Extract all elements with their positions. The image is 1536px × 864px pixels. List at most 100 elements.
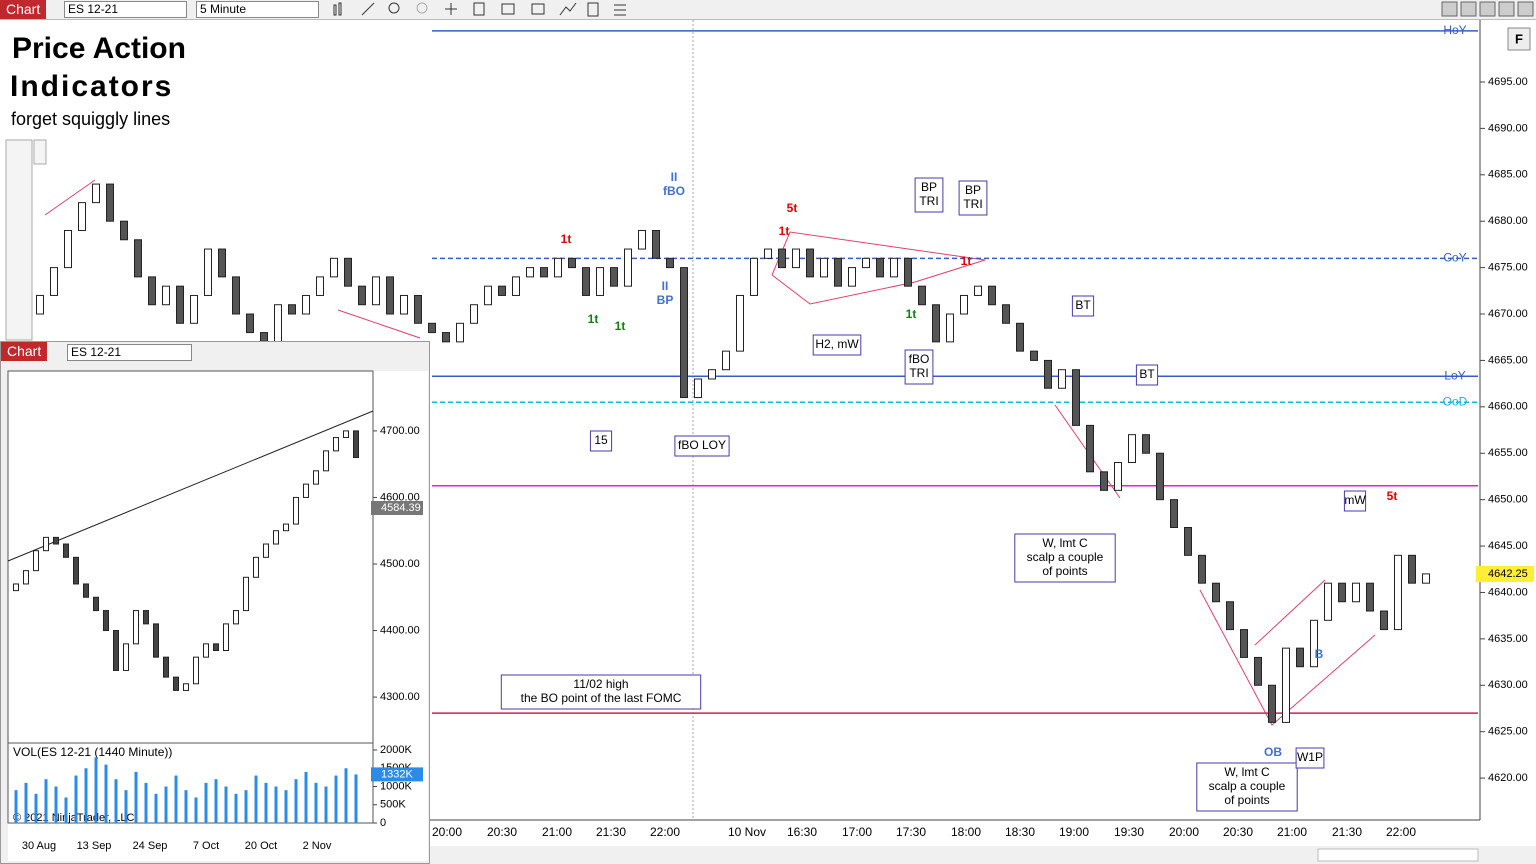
instrument-select[interactable]: ES 12-21: [67, 344, 192, 361]
annotation: B: [1315, 647, 1324, 661]
x-tick-label: 20:00: [432, 825, 462, 839]
candle: [1002, 304, 1010, 324]
candle: [610, 267, 618, 287]
x-tick-label: 7 Oct: [193, 840, 219, 852]
candle: [806, 248, 814, 278]
x-tick-label: 30 Aug: [22, 840, 56, 852]
window-buttons[interactable]: [1440, 1, 1536, 18]
annotation: 11/02 high: [573, 677, 628, 691]
candle: [1128, 434, 1136, 464]
candle: [932, 304, 940, 343]
title: Price Action: [12, 32, 186, 65]
price-axis: [1480, 20, 1536, 820]
candle: [722, 350, 730, 371]
candle: [218, 248, 226, 278]
candle: [93, 596, 99, 612]
annotation-box: [589, 430, 613, 452]
toolbar-icons[interactable]: [330, 1, 630, 18]
volume-bar: [314, 782, 318, 823]
candle: [78, 202, 86, 231]
annotation: 1t: [561, 232, 572, 246]
candle: [1366, 582, 1374, 612]
candle: [414, 294, 422, 324]
candle: [372, 276, 380, 306]
volume-bar: [164, 786, 168, 823]
annotation: of points: [1224, 793, 1269, 807]
candle: [153, 623, 159, 658]
candle: [1156, 452, 1164, 501]
trend-line: [7, 410, 374, 562]
chart-tab[interactable]: Chart: [1, 342, 48, 361]
annotation: 5t: [1387, 489, 1398, 503]
panel-button-label: F: [1515, 31, 1523, 46]
candle: [680, 267, 688, 399]
level-label: CoY: [1443, 250, 1466, 264]
candle: [303, 483, 309, 498]
candle: [43, 536, 49, 552]
candle: [233, 610, 239, 625]
x-tick-label: 20:00: [1169, 825, 1199, 839]
volume-bar: [14, 790, 18, 823]
y-tick-label: 4635.00: [1488, 633, 1528, 645]
inset-frame: [7, 370, 374, 824]
annotation: TRI: [919, 194, 938, 208]
annotation-box: [674, 435, 730, 457]
candle: [1086, 424, 1094, 473]
candle: [750, 257, 758, 296]
x-tick-label: 10 Nov: [728, 825, 766, 839]
annotation: II: [662, 279, 669, 293]
volume-bar: [324, 786, 328, 823]
annotation-box: [1196, 762, 1298, 812]
candle: [1016, 322, 1024, 352]
annotation-box: [1295, 747, 1325, 769]
toolbar: Chart ES 12-21 5 Minute: [0, 0, 1536, 20]
volume-bar: [354, 774, 358, 823]
annotation: fBO: [663, 184, 685, 198]
candle: [120, 220, 128, 241]
candle: [1352, 582, 1360, 603]
candle: [253, 556, 259, 578]
interval-select[interactable]: 5 Minute: [196, 1, 319, 18]
instrument-select[interactable]: ES 12-21: [64, 1, 187, 18]
candle: [36, 294, 44, 315]
annotation: scalp a couple: [1209, 779, 1286, 793]
volume-bar: [54, 786, 58, 823]
x-tick-label: 18:30: [1005, 825, 1035, 839]
candle: [316, 276, 324, 296]
candle: [1170, 499, 1178, 528]
chart-tab[interactable]: Chart: [0, 0, 47, 19]
x-tick-label: 13 Sep: [77, 840, 112, 852]
annotation: TRI: [963, 197, 982, 211]
title: Indicators: [10, 70, 173, 103]
drawing-tools[interactable]: [5, 139, 47, 341]
inset-chart: VOL(ES 12-21 (1440 Minute)) © 2021 Ninja…: [7, 370, 428, 861]
candle: [554, 257, 562, 278]
scroll-thumb[interactable]: [1317, 848, 1479, 862]
candle: [1408, 554, 1416, 584]
inset-plot: [8, 371, 428, 861]
annotation: the BO point of the last FOMC: [521, 691, 682, 705]
x-tick-label: 16:30: [787, 825, 817, 839]
y-tick-label: 2000K: [380, 744, 412, 756]
candle: [162, 285, 170, 306]
volume-flag: [371, 767, 423, 782]
y-tick-label: 4690.00: [1488, 122, 1528, 134]
candle: [778, 248, 786, 269]
y-tick-label: 4300.00: [380, 691, 420, 703]
candle: [333, 437, 339, 452]
panel-button[interactable]: [1507, 27, 1531, 51]
candle: [1380, 610, 1388, 631]
annotation-box: [958, 180, 988, 216]
volume-title: VOL(ES 12-21 (1440 Minute)): [13, 745, 172, 759]
price-flag: [371, 501, 423, 515]
candle: [64, 229, 72, 269]
title-block: Price Action Indicators forget squiggly …: [10, 32, 186, 129]
annotation-box: [1343, 490, 1367, 512]
volume-bar: [284, 790, 288, 823]
candle: [540, 267, 548, 278]
candle: [1198, 554, 1206, 584]
candle: [484, 285, 492, 306]
last-price: 4642.25: [1488, 568, 1528, 580]
candle: [103, 610, 109, 632]
annotation: W, lmt C: [1042, 536, 1088, 550]
